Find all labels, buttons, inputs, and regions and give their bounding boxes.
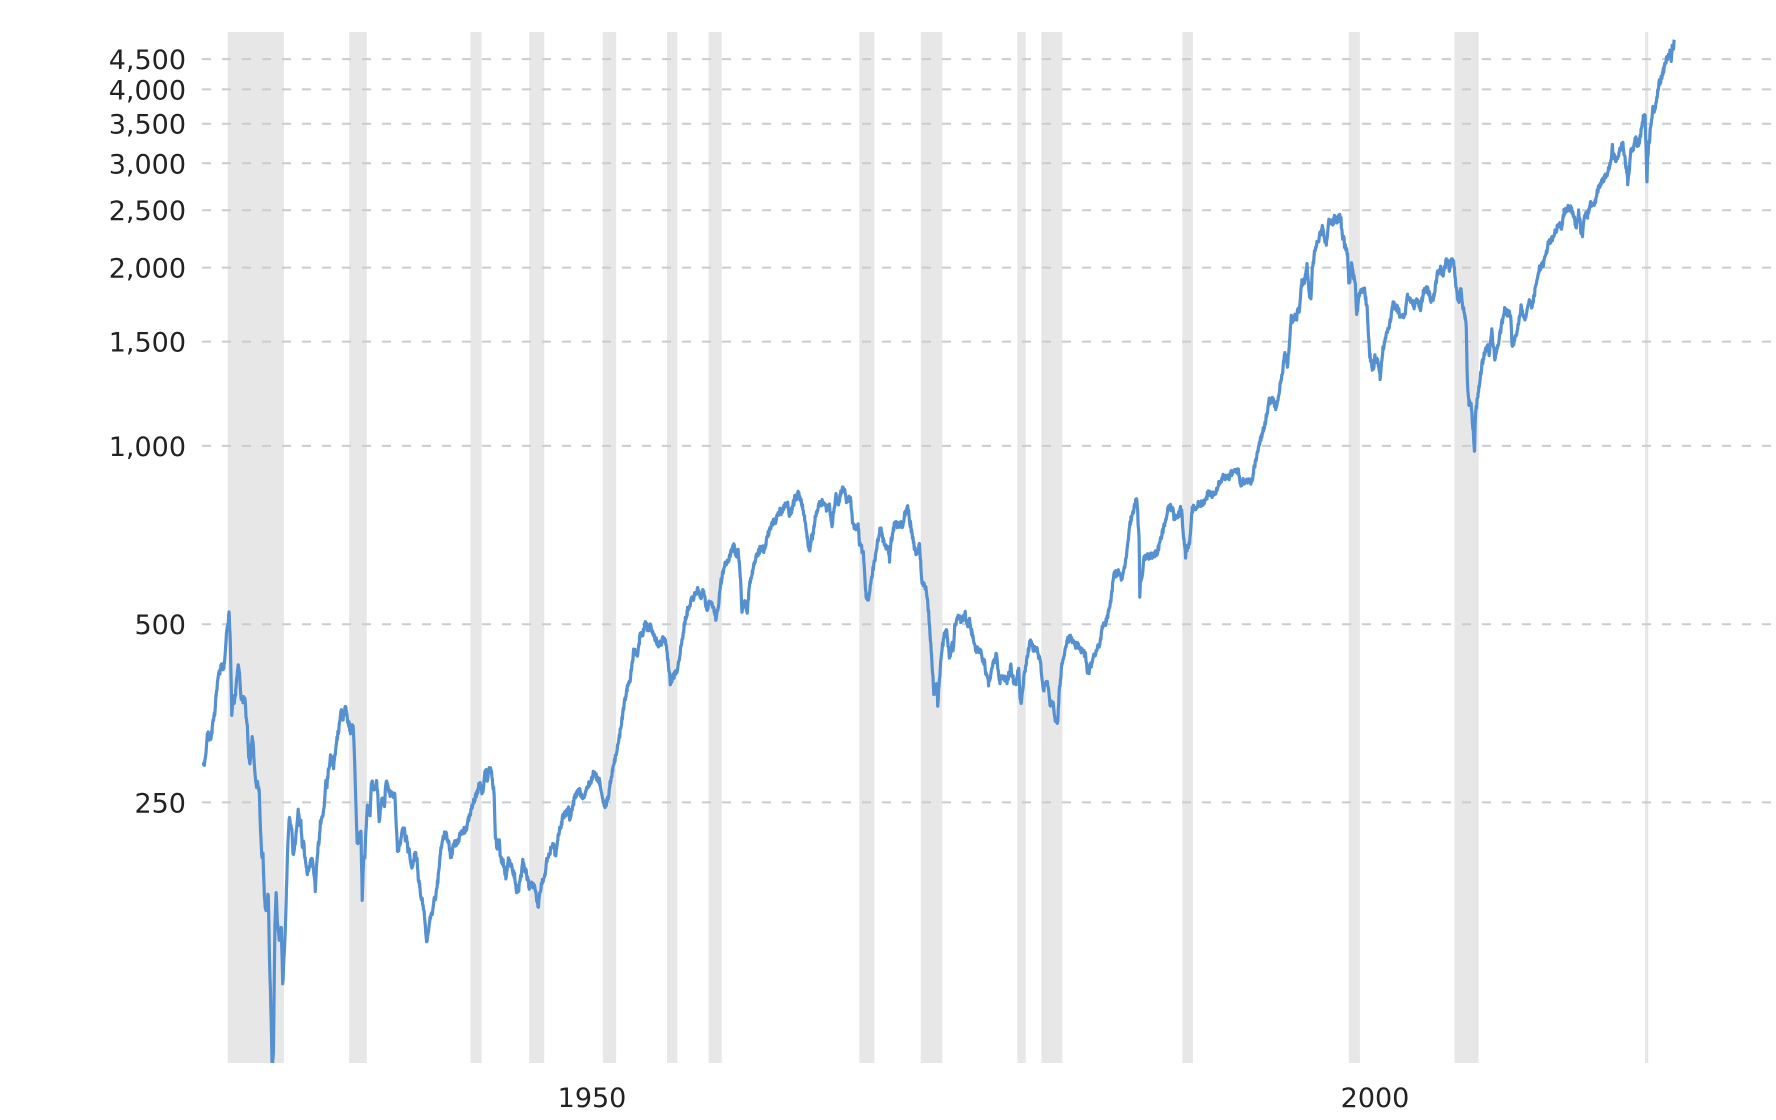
y-axis-label: 1,500	[109, 328, 186, 359]
recession-band	[920, 32, 943, 1063]
recession-band	[529, 32, 545, 1063]
y-axis-label: 3,000	[109, 149, 186, 180]
recession-band	[602, 32, 617, 1063]
recession-bands	[227, 32, 1649, 1063]
recession-band	[227, 32, 284, 1063]
x-axis-label: 1950	[558, 1083, 627, 1114]
recession-band	[1017, 32, 1026, 1063]
y-axis-label: 2,000	[109, 254, 186, 285]
recession-band	[859, 32, 875, 1063]
recession-band	[1348, 32, 1360, 1063]
gridlines	[202, 58, 1776, 804]
recession-band	[470, 32, 482, 1063]
x-axis-label: 2000	[1341, 1083, 1410, 1114]
price-line-group	[202, 39, 1676, 1063]
recession-band	[1645, 32, 1649, 1063]
y-axis-label: 4,000	[109, 75, 186, 106]
x-axis-labels: 1950 2000	[558, 1083, 1410, 1114]
y-axis-label: 2,500	[109, 196, 186, 227]
recession-band	[667, 32, 678, 1063]
y-axis-label: 1,000	[109, 432, 186, 463]
recession-band	[1041, 32, 1063, 1063]
y-axis-label: 3,500	[109, 110, 186, 141]
y-axis-label: 4,500	[109, 45, 186, 76]
y-axis-label: 500	[134, 610, 186, 641]
recession-band	[708, 32, 722, 1063]
recession-band	[1454, 32, 1479, 1063]
recession-band	[349, 32, 367, 1063]
y-axis-label: 250	[134, 788, 186, 819]
price-line	[202, 39, 1676, 1063]
